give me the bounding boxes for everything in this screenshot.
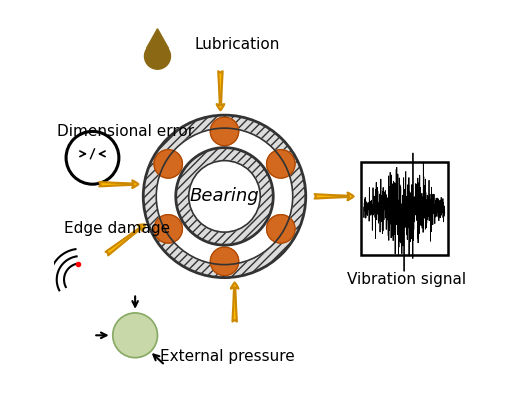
- Polygon shape: [146, 29, 169, 48]
- Circle shape: [156, 128, 293, 265]
- Circle shape: [154, 150, 182, 178]
- Circle shape: [143, 115, 306, 278]
- Text: Edge damage: Edge damage: [64, 221, 170, 236]
- Text: Bearing: Bearing: [190, 187, 260, 205]
- Circle shape: [176, 148, 273, 245]
- Text: Dimensional error: Dimensional error: [57, 124, 194, 139]
- Circle shape: [154, 215, 182, 243]
- Circle shape: [210, 247, 238, 276]
- Circle shape: [189, 161, 260, 232]
- Circle shape: [144, 43, 171, 69]
- Circle shape: [267, 215, 295, 243]
- Circle shape: [267, 150, 295, 178]
- Text: Lubrication: Lubrication: [194, 36, 280, 52]
- Circle shape: [113, 313, 157, 357]
- FancyBboxPatch shape: [361, 162, 448, 255]
- Circle shape: [210, 117, 238, 146]
- Text: External pressure: External pressure: [160, 349, 295, 364]
- Text: Vibration signal: Vibration signal: [346, 272, 466, 287]
